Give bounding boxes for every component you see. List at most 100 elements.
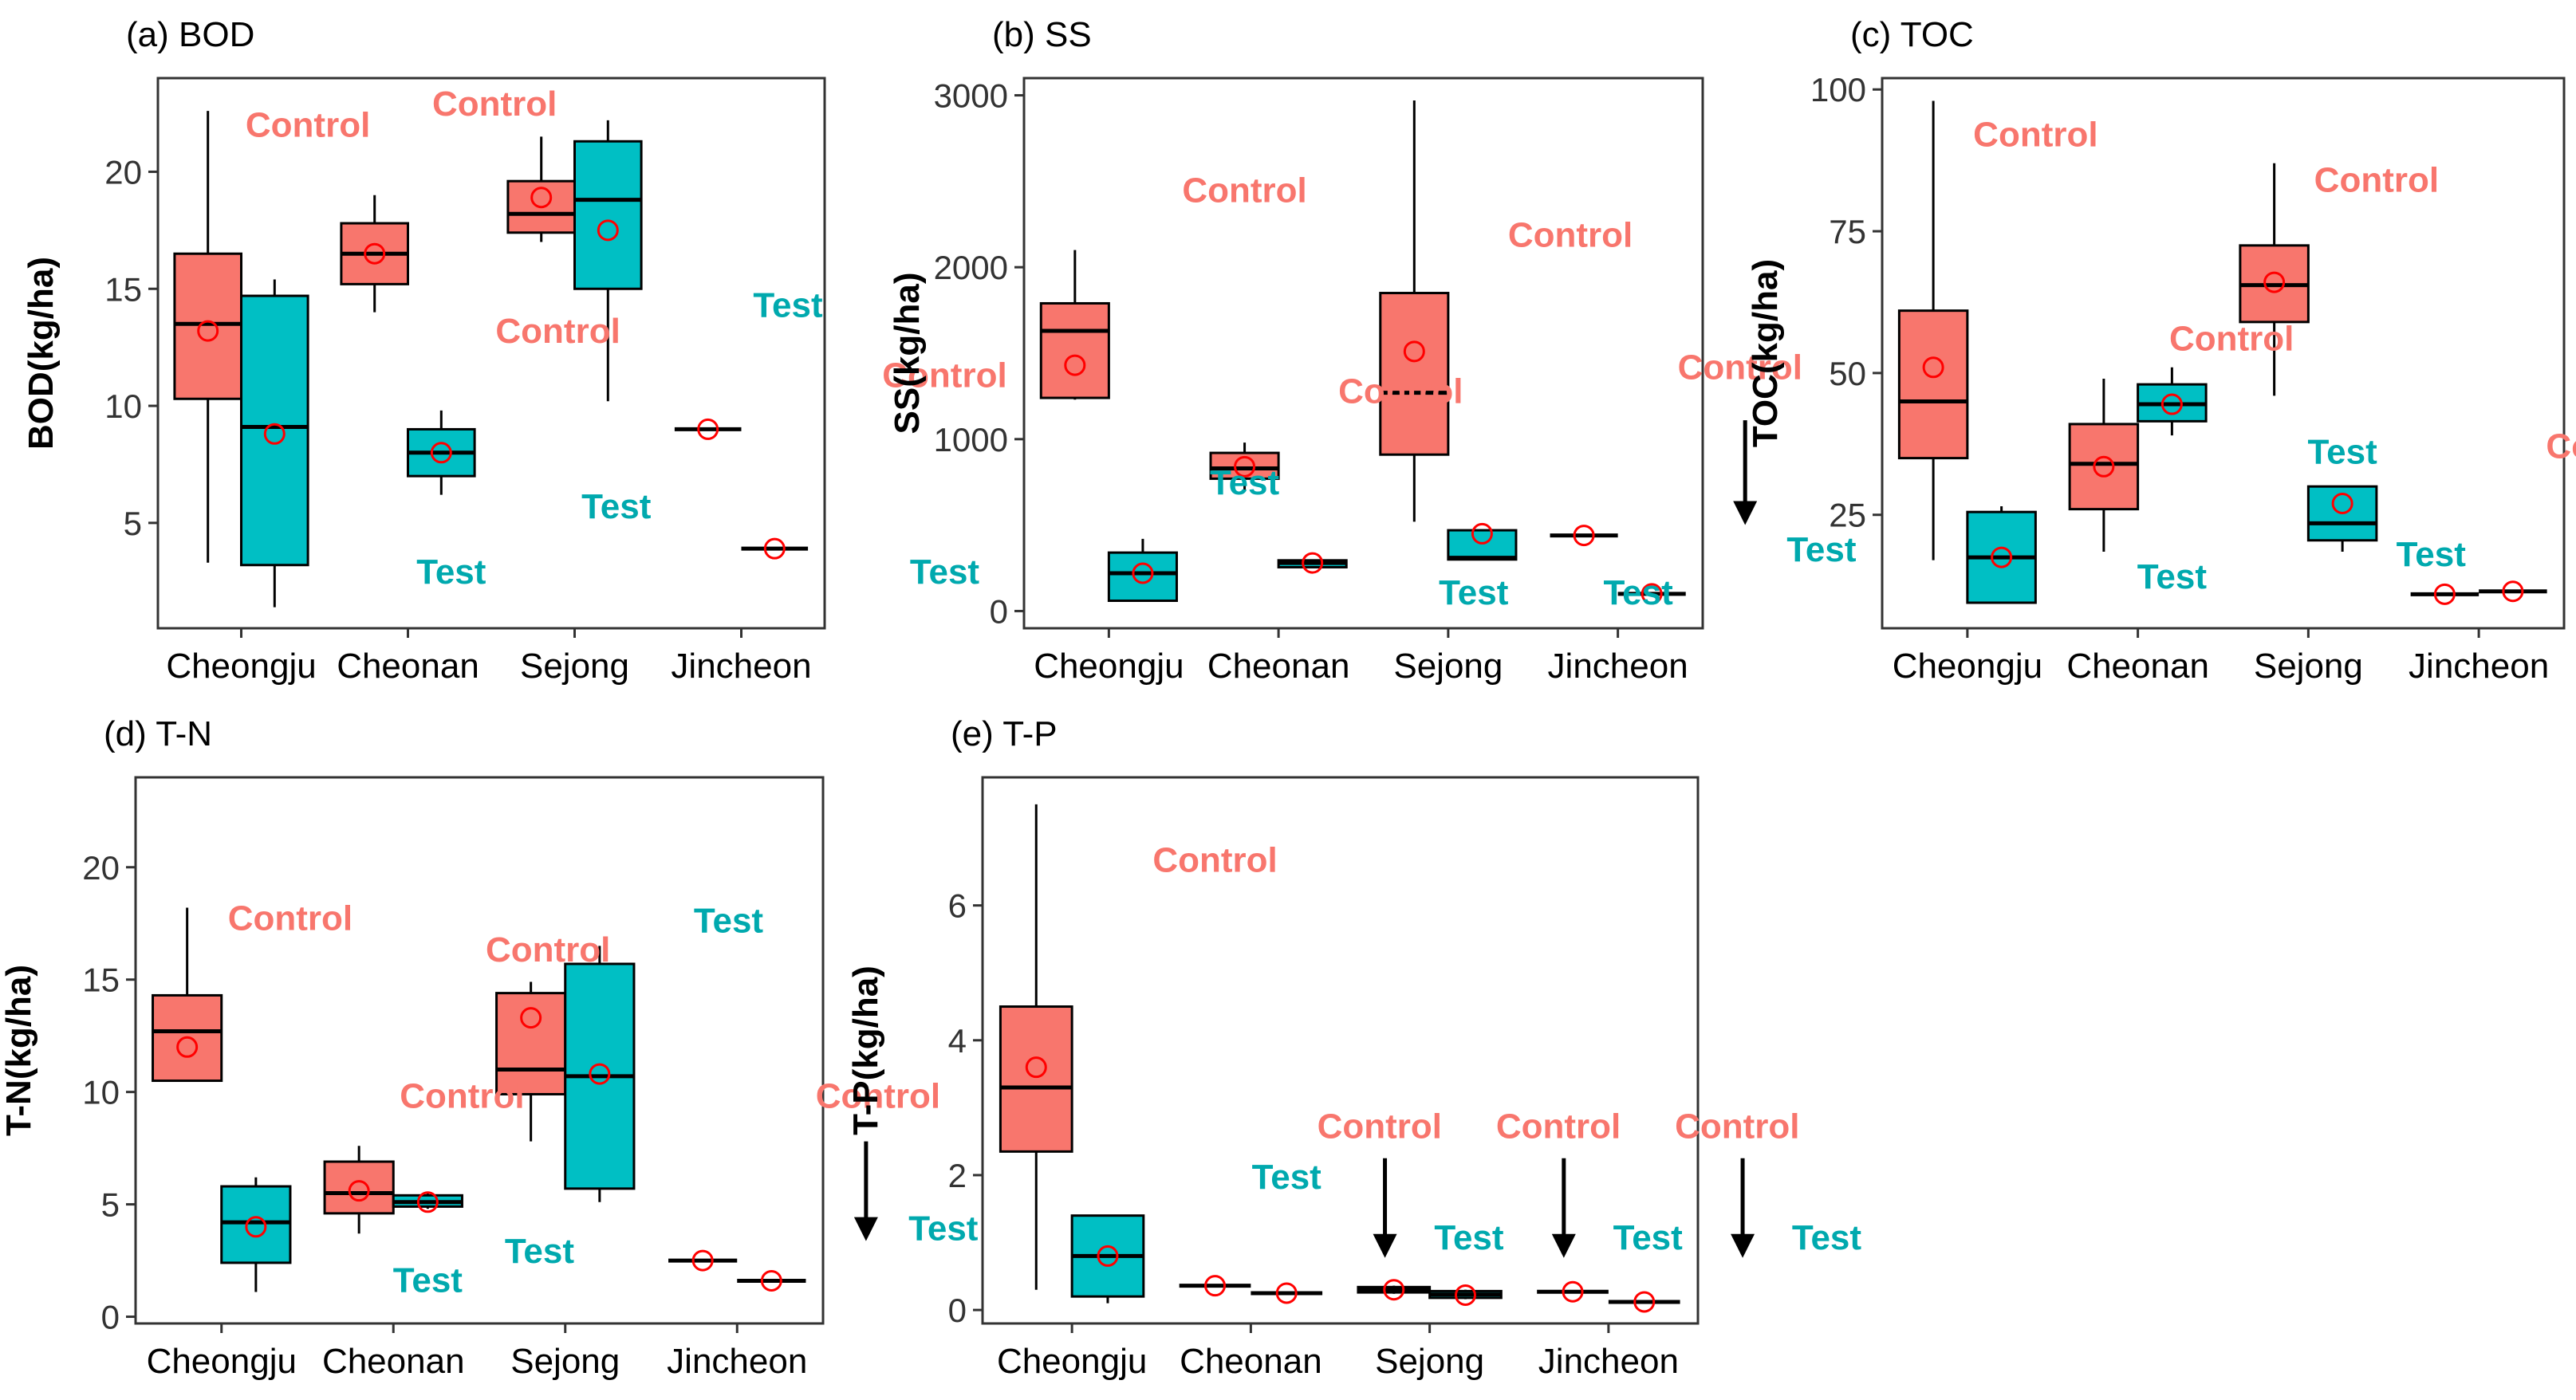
box-test-cheonan	[392, 1191, 463, 1213]
mean-marker	[697, 418, 719, 440]
mean-marker	[1064, 354, 1086, 376]
plot-frame	[156, 77, 826, 630]
y-axis-label: SS(kg/ha)	[888, 273, 927, 435]
annotation-control: Control	[1318, 1107, 1442, 1146]
x-tick-label: Jincheon	[671, 647, 811, 686]
box-test-cheonan	[2137, 367, 2208, 436]
y-tick-label: 100	[1810, 71, 1866, 108]
mean-marker	[2502, 580, 2524, 603]
annotation-control: Control	[2314, 160, 2439, 199]
box-test-sejong	[564, 946, 636, 1202]
annotation-control: Control	[1678, 348, 1802, 387]
mean-marker	[2331, 493, 2353, 515]
annotation-control: Control	[1152, 840, 1277, 879]
box-test-jincheon	[2479, 580, 2547, 603]
y-tick-label: 50	[1829, 355, 1866, 392]
annotation-test: Test	[2137, 557, 2208, 596]
annotation-test: Test	[908, 1209, 979, 1249]
y-axis-label: TOC(kg/ha)	[1746, 259, 1785, 447]
plot-frame	[1022, 77, 1704, 630]
x-tick-label: Cheonan	[337, 647, 479, 686]
mean-marker	[364, 242, 386, 265]
box-body	[998, 1005, 1073, 1153]
x-tick-label: Cheongju	[147, 1342, 297, 1381]
box-test-cheonan	[407, 410, 476, 495]
y-tick-label: 3000	[934, 77, 1008, 115]
mean-marker	[430, 442, 452, 464]
y-tick-label: 0	[990, 592, 1008, 630]
annotation-test: Test	[2308, 433, 2378, 472]
box-body	[1897, 309, 1969, 460]
x-tick-label: Cheongju	[1893, 647, 2042, 686]
mean-marker	[1991, 546, 2013, 568]
box-test-cheongju	[1966, 506, 2037, 604]
annotation-test: Test	[753, 285, 823, 324]
panel-title: (d) T-N	[104, 714, 212, 753]
box-control-sejong	[1357, 1279, 1432, 1301]
mean-marker	[245, 1216, 267, 1238]
mean-marker	[1383, 1279, 1405, 1301]
x-tick-label: Jincheon	[2409, 647, 2549, 686]
box-test-sejong	[573, 120, 643, 402]
box-control-sejong	[2239, 163, 2310, 396]
panel-title: (b) SS	[992, 15, 1092, 54]
annotation-test: Test	[2397, 535, 2467, 574]
panel-b: (b) SS 0 1000 2000 3000 SS(kg/ha) Cheongju Cheo…	[888, 15, 1857, 686]
mean-marker	[416, 1191, 439, 1213]
annotation-control: Control	[1508, 215, 1633, 254]
box-body	[1039, 301, 1110, 399]
box-test-cheongju	[220, 1177, 292, 1292]
box-control-jincheon	[1537, 1280, 1609, 1303]
x-tick-label: Sejong	[2254, 647, 2363, 686]
annotation-control: Control	[1675, 1107, 1799, 1146]
mean-marker	[1471, 522, 1493, 545]
annotation-control: Control	[400, 1076, 524, 1115]
panel-title: (c) TOC	[1850, 15, 1974, 54]
box-control-jincheon	[2410, 583, 2479, 605]
y-axis-label: BOD(kg/ha)	[22, 257, 61, 450]
annotation-test: Test	[393, 1261, 463, 1300]
annotation-control: Control	[2546, 427, 2576, 466]
plot-frame	[1881, 77, 2566, 630]
annotation-test: Test	[694, 902, 764, 941]
x-tick-label: Jincheon	[667, 1342, 807, 1381]
mean-marker	[1025, 1056, 1047, 1079]
annotation-test: Test	[1434, 1218, 1504, 1257]
box-control-cheongju	[998, 804, 1073, 1290]
mean-marker	[1922, 356, 1944, 379]
y-tick-label: 0	[101, 1299, 120, 1336]
box-body	[323, 1160, 395, 1215]
mean-marker	[1204, 1275, 1227, 1297]
annotation-test: Test	[1252, 1158, 1322, 1197]
y-tick-label: 20	[82, 849, 120, 887]
panel-c: (c) TOC 25 50 75 100 TOC(kg/ha) Cheongju Cheona…	[1746, 15, 2576, 686]
mean-marker	[176, 1036, 199, 1058]
y-axis-label: T-N(kg/ha)	[0, 965, 38, 1136]
box-control-cheongju	[1897, 100, 1969, 560]
y-tick-label: 0	[948, 1292, 967, 1329]
box-control-jincheon	[1550, 525, 1618, 547]
annotation-control: Control	[1973, 115, 2097, 154]
box-test-sejong	[1447, 522, 1518, 561]
box-body	[1447, 529, 1518, 561]
box-test-jincheon	[737, 1269, 806, 1292]
box-control-cheongju	[173, 111, 242, 563]
x-tick-label: Sejong	[510, 1342, 620, 1381]
mean-marker	[597, 219, 619, 242]
annotation-control: Control	[486, 930, 610, 969]
box-body	[495, 992, 567, 1095]
mean-marker	[1573, 525, 1595, 547]
annotation-control: Control	[882, 356, 1006, 395]
box-test-cheongju	[1070, 1214, 1145, 1304]
annotation-test: Test	[416, 553, 486, 592]
x-tick-label: Cheonan	[322, 1342, 465, 1381]
mean-marker	[2160, 393, 2183, 415]
box-control-cheonan	[1209, 442, 1280, 491]
mean-marker	[348, 1180, 370, 1202]
mean-marker	[1097, 1245, 1119, 1267]
mean-marker	[1633, 1291, 1656, 1313]
box-control-cheongju	[1039, 250, 1110, 400]
box-body	[2068, 423, 2140, 511]
